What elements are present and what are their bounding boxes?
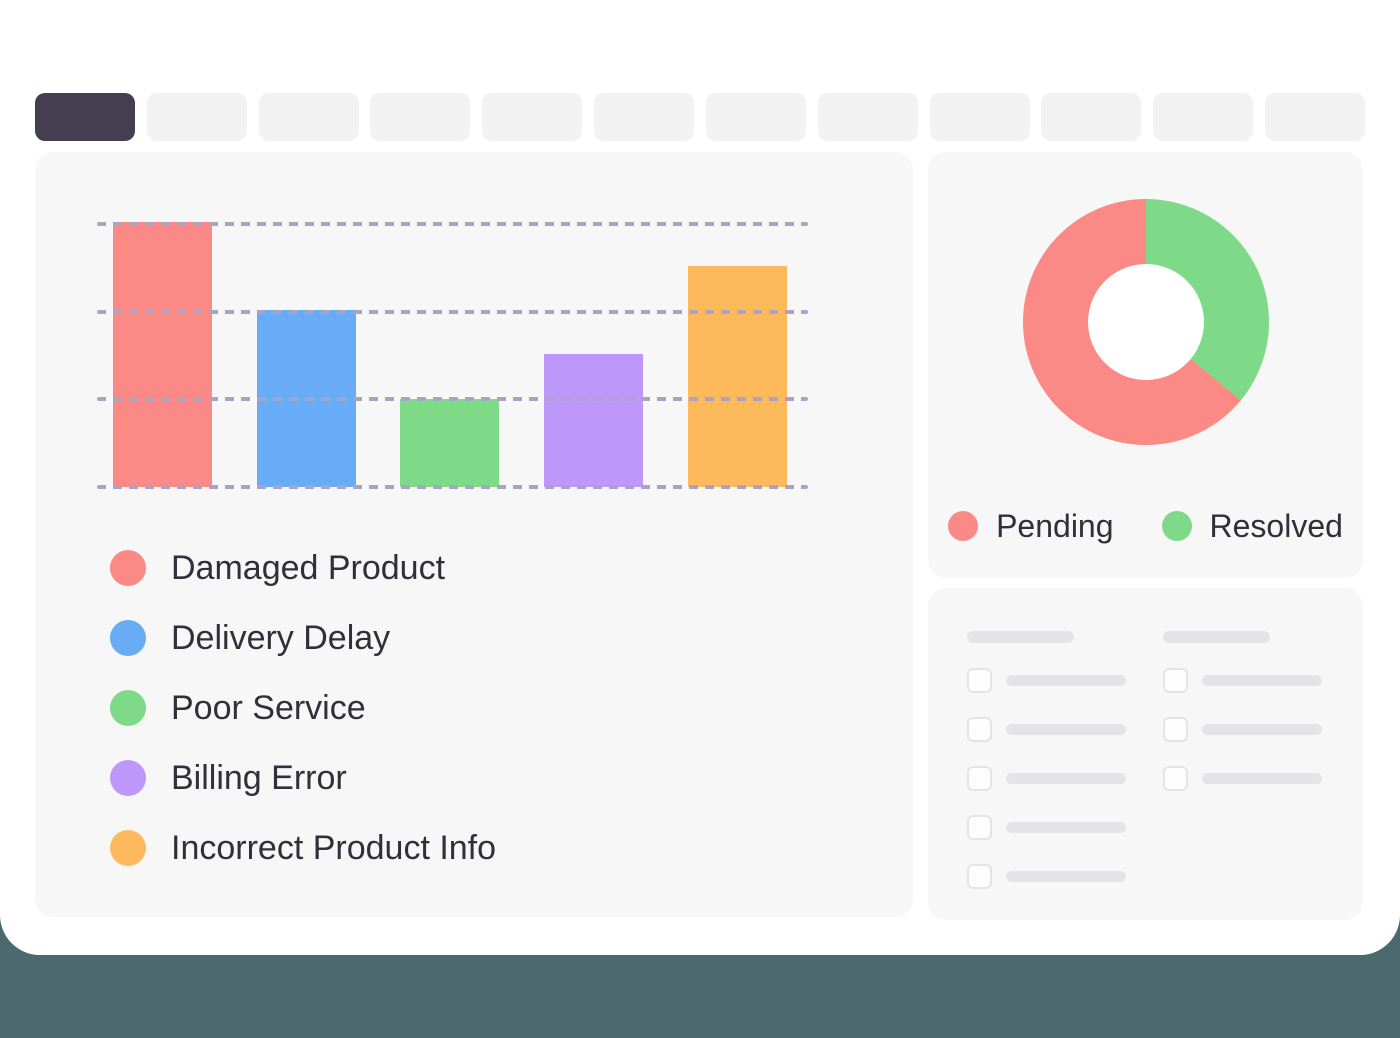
- legend-dot-icon: [110, 620, 146, 656]
- tab[interactable]: [146, 93, 247, 141]
- legend-label: Billing Error: [171, 759, 347, 797]
- tab[interactable]: [594, 93, 695, 141]
- donut-legend-label: Resolved: [1209, 508, 1343, 544]
- legend-dot-icon: [1161, 511, 1192, 541]
- list-item: [967, 717, 1126, 742]
- checkbox[interactable]: [967, 815, 992, 840]
- donut-legend-label: Pending: [996, 508, 1114, 544]
- checkbox[interactable]: [1163, 668, 1188, 693]
- legend-item: Poor Service: [110, 690, 496, 726]
- bar-chart-panel: Damaged Product Delivery Delay Poor Servic…: [35, 152, 913, 917]
- placeholder-text-line: [1006, 822, 1126, 833]
- legend-item: Damaged Product: [110, 550, 496, 586]
- gridline: [97, 397, 808, 401]
- legend-label: Damaged Product: [171, 549, 446, 587]
- checkbox[interactable]: [1163, 717, 1188, 742]
- legend-dot-icon: [948, 511, 979, 541]
- list-item: [1163, 717, 1322, 742]
- list-item: [967, 815, 1126, 840]
- legend-label: Delivery Delay: [171, 619, 391, 657]
- checkbox[interactable]: [967, 668, 992, 693]
- donut-chart-panel: Pending Resolved: [928, 152, 1363, 578]
- tab[interactable]: [1153, 93, 1254, 141]
- legend-dot-icon: [110, 550, 146, 586]
- bar-poor-service: [400, 399, 499, 487]
- tab[interactable]: [258, 93, 359, 141]
- tab[interactable]: [1264, 93, 1365, 141]
- placeholder-text-line: [1006, 724, 1126, 735]
- placeholder-text-line: [1202, 675, 1322, 686]
- legend-item: Incorrect Product Info: [110, 830, 496, 866]
- gridline: [97, 222, 808, 226]
- placeholder-text-line: [1006, 871, 1126, 882]
- app-window: Damaged Product Delivery Delay Poor Servic…: [35, 93, 1365, 920]
- gridline: [97, 310, 808, 314]
- placeholder-text-line: [1006, 773, 1126, 784]
- legend-dot-icon: [110, 690, 146, 726]
- tab[interactable]: [929, 93, 1030, 141]
- placeholder-heading: [1163, 631, 1270, 643]
- donut-legend-item: Pending: [948, 508, 1114, 544]
- placeholder-list-panel: [928, 588, 1363, 920]
- placeholder-column: [1163, 631, 1322, 815]
- tab[interactable]: [817, 93, 918, 141]
- placeholder-text-line: [1006, 675, 1126, 686]
- legend-dot-icon: [110, 760, 146, 796]
- legend-item: Billing Error: [110, 760, 496, 796]
- checkbox[interactable]: [1163, 766, 1188, 791]
- legend-label: Poor Service: [171, 689, 366, 727]
- legend-item: Delivery Delay: [110, 620, 496, 656]
- legend-label: Incorrect Product Info: [171, 829, 497, 867]
- legend-dot-icon: [110, 830, 146, 866]
- bar-chart-legend: Damaged Product Delivery Delay Poor Servic…: [110, 550, 496, 900]
- list-item: [967, 864, 1126, 889]
- tab[interactable]: [370, 93, 471, 141]
- placeholder-text-line: [1202, 724, 1322, 735]
- list-item: [967, 766, 1126, 791]
- donut-chart-legend: Pending Resolved: [928, 510, 1363, 542]
- tab-active[interactable]: [35, 93, 135, 141]
- placeholder-heading: [967, 631, 1074, 643]
- donut-chart: [1023, 199, 1269, 445]
- checkbox[interactable]: [967, 766, 992, 791]
- list-item: [1163, 766, 1322, 791]
- placeholder-column: [967, 631, 1126, 913]
- checkbox[interactable]: [967, 864, 992, 889]
- tab[interactable]: [1041, 93, 1142, 141]
- tab-bar: [35, 93, 1365, 141]
- tab[interactable]: [482, 93, 583, 141]
- donut-hole: [1088, 264, 1204, 380]
- checkbox[interactable]: [967, 717, 992, 742]
- bar-chart: [97, 222, 808, 489]
- list-item: [967, 668, 1126, 693]
- list-item: [1163, 668, 1322, 693]
- bar-incorrect-product-info: [688, 266, 787, 487]
- gridline: [97, 485, 808, 489]
- bar-billing-error: [544, 354, 643, 487]
- donut-legend-item: Resolved: [1161, 508, 1343, 544]
- placeholder-text-line: [1202, 773, 1322, 784]
- tab[interactable]: [705, 93, 806, 141]
- bar-damaged-product: [113, 222, 212, 487]
